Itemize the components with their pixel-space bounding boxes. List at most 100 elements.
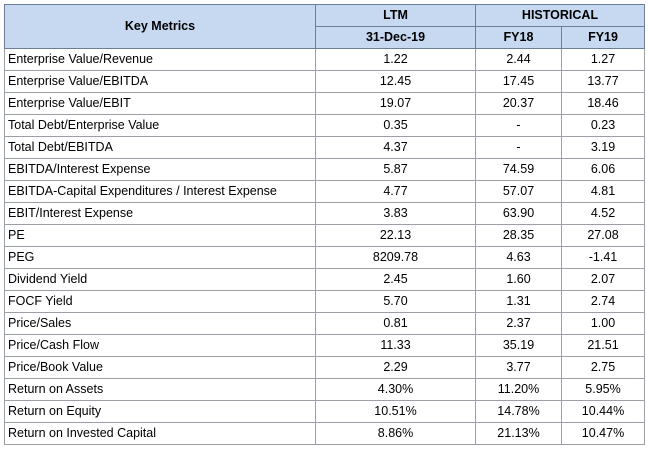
ltm-value: 12.45: [315, 70, 476, 93]
table-row: Price/Cash Flow 11.33 35.19 21.51: [4, 334, 646, 357]
metric-label: EBIT/Interest Expense: [4, 202, 316, 225]
ltm-value: 0.35: [315, 114, 476, 137]
fy18-value: 57.07: [475, 180, 562, 203]
table-row: Total Debt/Enterprise Value 0.35 - 0.23: [4, 114, 646, 137]
fy19-value: 0.23: [560, 114, 646, 137]
historical-header: HISTORICAL: [474, 4, 646, 27]
fy19-value: -1.41: [560, 246, 646, 269]
metric-label: Price/Book Value: [4, 356, 316, 379]
table-row: Dividend Yield 2.45 1.60 2.07: [4, 268, 646, 291]
fy18-value: 2.37: [475, 312, 562, 335]
ltm-value: 4.30%: [315, 378, 476, 401]
table-body: Enterprise Value/Revenue 1.22 2.44 1.27 …: [4, 48, 646, 445]
key-metrics-table: Key Metrics LTM HISTORICAL 31-Dec-19 FY1…: [4, 4, 646, 445]
fy18-value: 21.13%: [475, 422, 562, 445]
fy18-value: 11.20%: [475, 378, 562, 401]
ltm-value: 2.29: [315, 356, 476, 379]
ltm-value: 19.07: [315, 92, 476, 115]
fy19-value: 2.75: [560, 356, 646, 379]
fy19-value: 5.95%: [560, 378, 646, 401]
ltm-header: LTM: [315, 4, 476, 27]
metric-label: Price/Cash Flow: [4, 334, 316, 357]
metric-label: Total Debt/EBITDA: [4, 136, 316, 159]
fy18-value: 74.59: [475, 158, 562, 181]
fy18-value: -: [475, 136, 562, 159]
metric-label: Enterprise Value/EBITDA: [4, 70, 316, 93]
fy19-value: 2.74: [560, 290, 646, 313]
fy19-value: 1.00: [560, 312, 646, 335]
ltm-value: 4.77: [315, 180, 476, 203]
fy19-value: 4.81: [560, 180, 646, 203]
key-metrics-header: Key Metrics: [4, 4, 316, 49]
table-row: EBITDA-Capital Expenditures / Interest E…: [4, 180, 646, 203]
table-row: Price/Book Value 2.29 3.77 2.75: [4, 356, 646, 379]
table-row: FOCF Yield 5.70 1.31 2.74: [4, 290, 646, 313]
table-row: Price/Sales 0.81 2.37 1.00: [4, 312, 646, 335]
fy19-value: 13.77: [560, 70, 646, 93]
fy19-value: 2.07: [560, 268, 646, 291]
fy19-value: 10.47%: [560, 422, 646, 445]
fy18-value: 1.31: [475, 290, 562, 313]
fy19-value: 4.52: [560, 202, 646, 225]
table-row: EBIT/Interest Expense 3.83 63.90 4.52: [4, 202, 646, 225]
metric-label: EBITDA-Capital Expenditures / Interest E…: [4, 180, 316, 203]
metric-label: FOCF Yield: [4, 290, 316, 313]
ltm-value: 8.86%: [315, 422, 476, 445]
metric-label: EBITDA/Interest Expense: [4, 158, 316, 181]
metric-label: Dividend Yield: [4, 268, 316, 291]
fy19-value: 10.44%: [560, 400, 646, 423]
table-row: Enterprise Value/EBIT 19.07 20.37 18.46: [4, 92, 646, 115]
fy19-value: 21.51: [560, 334, 646, 357]
table-row: PE 22.13 28.35 27.08: [4, 224, 646, 247]
fy19-value: 27.08: [560, 224, 646, 247]
metric-label: Total Debt/Enterprise Value: [4, 114, 316, 137]
ltm-value: 5.87: [315, 158, 476, 181]
header-row-top: Key Metrics LTM HISTORICAL: [4, 4, 646, 49]
header-row-bottom: 31-Dec-19 FY18 FY19: [5, 26, 646, 49]
fy18-header: FY18: [475, 26, 562, 49]
table-row: Enterprise Value/EBITDA 12.45 17.45 13.7…: [4, 70, 646, 93]
fy19-value: 6.06: [560, 158, 646, 181]
ltm-value: 22.13: [315, 224, 476, 247]
ltm-date-header: 31-Dec-19: [315, 26, 476, 49]
fy18-value: 2.44: [475, 48, 562, 71]
metric-label: Enterprise Value/Revenue: [4, 48, 316, 71]
table-row: PEG 8209.78 4.63 -1.41: [4, 246, 646, 269]
ltm-value: 10.51%: [315, 400, 476, 423]
ltm-value: 1.22: [315, 48, 476, 71]
ltm-value: 2.45: [315, 268, 476, 291]
fy18-value: 3.77: [475, 356, 562, 379]
table-row: Return on Assets 4.30% 11.20% 5.95%: [4, 378, 646, 401]
fy19-value: 18.46: [560, 92, 646, 115]
fy19-header: FY19: [560, 26, 646, 49]
metric-label: Price/Sales: [4, 312, 316, 335]
metric-label: Return on Equity: [4, 400, 316, 423]
fy19-value: 1.27: [560, 48, 646, 71]
ltm-value: 5.70: [315, 290, 476, 313]
ltm-value: 4.37: [315, 136, 476, 159]
table-row: Enterprise Value/Revenue 1.22 2.44 1.27: [4, 48, 646, 71]
fy18-value: 14.78%: [475, 400, 562, 423]
metric-label: Return on Assets: [4, 378, 316, 401]
fy18-value: 63.90: [475, 202, 562, 225]
metric-label: PEG: [4, 246, 316, 269]
fy18-value: 20.37: [475, 92, 562, 115]
metric-label: Enterprise Value/EBIT: [4, 92, 316, 115]
metric-label: Return on Invested Capital: [4, 422, 316, 445]
ltm-value: 0.81: [315, 312, 476, 335]
fy18-value: 35.19: [475, 334, 562, 357]
fy18-value: 4.63: [475, 246, 562, 269]
table-row: Return on Invested Capital 8.86% 21.13% …: [4, 422, 646, 445]
fy18-value: 28.35: [475, 224, 562, 247]
fy18-value: 1.60: [475, 268, 562, 291]
table-header: Key Metrics LTM HISTORICAL 31-Dec-19 FY1…: [4, 4, 646, 49]
fy18-value: -: [475, 114, 562, 137]
fy19-value: 3.19: [560, 136, 646, 159]
table-row: EBITDA/Interest Expense 5.87 74.59 6.06: [4, 158, 646, 181]
ltm-value: 11.33: [315, 334, 476, 357]
metric-label: PE: [4, 224, 316, 247]
table-row: Total Debt/EBITDA 4.37 - 3.19: [4, 136, 646, 159]
table-row: Return on Equity 10.51% 14.78% 10.44%: [4, 400, 646, 423]
ltm-value: 3.83: [315, 202, 476, 225]
ltm-value: 8209.78: [315, 246, 476, 269]
